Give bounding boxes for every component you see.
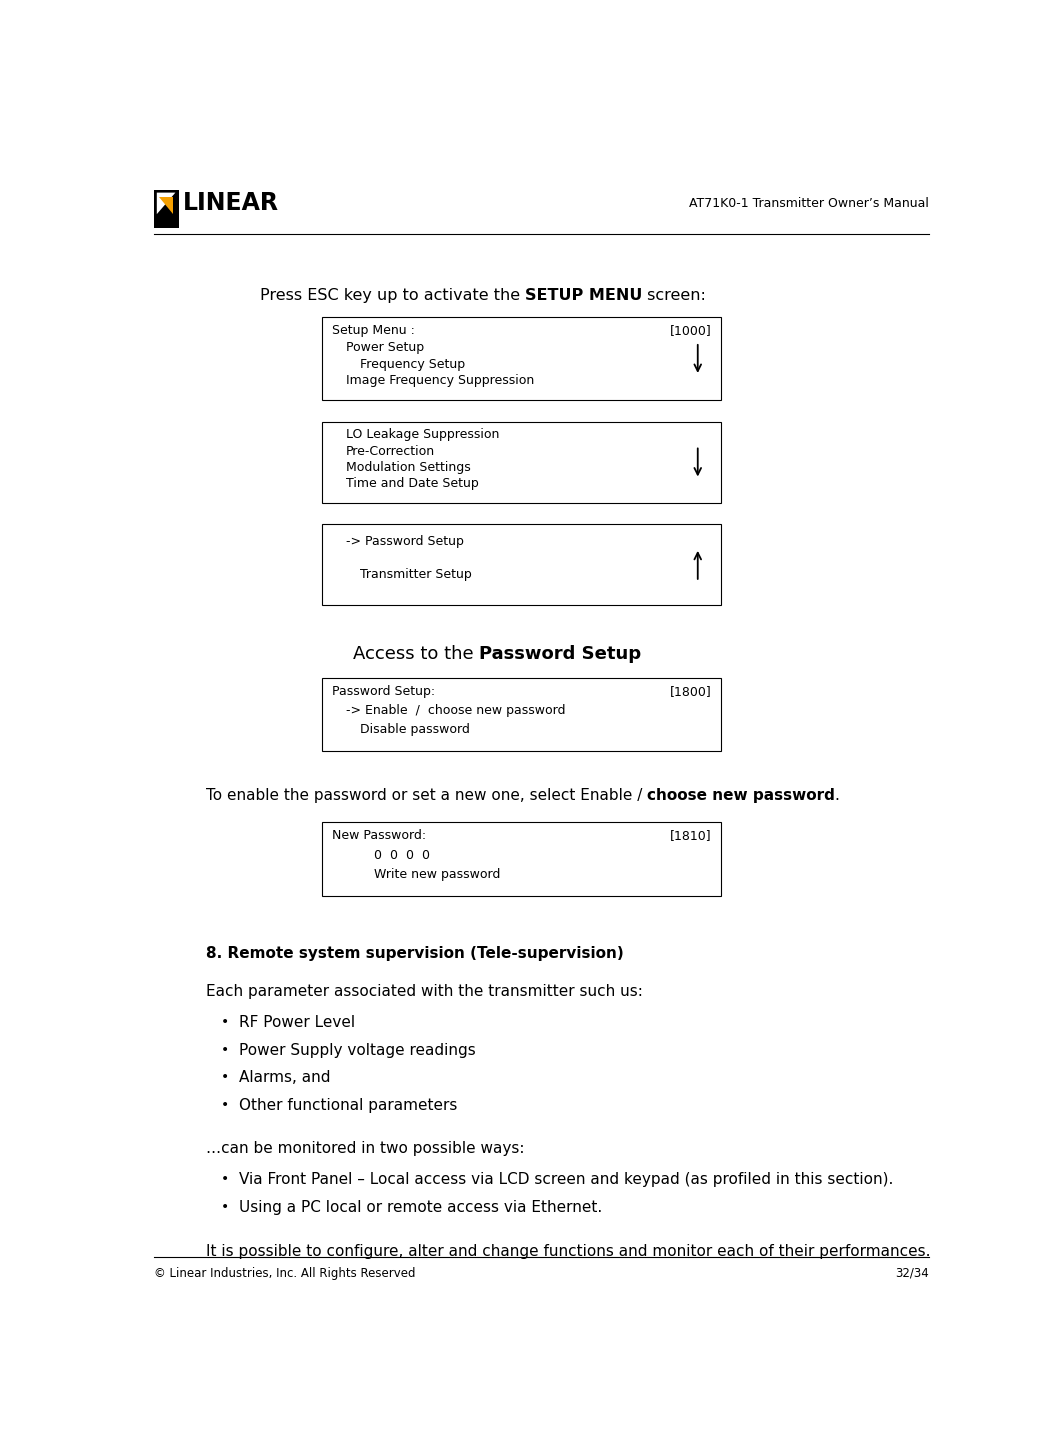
Bar — [322, 318, 721, 400]
Bar — [322, 422, 721, 503]
Text: •: • — [221, 1071, 229, 1084]
Text: 0  0  0  0: 0 0 0 0 — [374, 849, 430, 862]
Text: Each parameter associated with the transmitter such us:: Each parameter associated with the trans… — [206, 984, 642, 1000]
Text: Access to the: Access to the — [353, 646, 479, 663]
Text: [1800]: [1800] — [670, 685, 712, 698]
Text: Power Setup: Power Setup — [346, 341, 425, 354]
Text: Transmitter Setup: Transmitter Setup — [360, 569, 472, 582]
Text: Via Front Panel – Local access via LCD screen and keypad (as profiled in this se: Via Front Panel – Local access via LCD s… — [239, 1172, 893, 1187]
Text: New Password:: New Password: — [332, 830, 426, 843]
Text: -> Password Setup: -> Password Setup — [346, 535, 464, 548]
Text: LO Leakage Suppression: LO Leakage Suppression — [346, 428, 499, 441]
Text: [1810]: [1810] — [671, 830, 712, 843]
Text: Password Setup:: Password Setup: — [332, 685, 435, 698]
Polygon shape — [159, 197, 173, 215]
Text: •: • — [221, 1172, 229, 1185]
Polygon shape — [154, 190, 178, 228]
Text: Pre-Correction: Pre-Correction — [346, 444, 435, 457]
Text: © Linear Industries, Inc. All Rights Reserved: © Linear Industries, Inc. All Rights Res… — [154, 1267, 415, 1280]
Text: •: • — [221, 1043, 229, 1056]
Text: Modulation Settings: Modulation Settings — [346, 461, 471, 474]
Bar — [322, 823, 721, 895]
Text: 32/34: 32/34 — [894, 1267, 928, 1280]
Text: …can be monitored in two possible ways:: …can be monitored in two possible ways: — [206, 1142, 524, 1156]
Text: Using a PC local or remote access via Ethernet.: Using a PC local or remote access via Et… — [239, 1200, 602, 1214]
Text: screen:: screen: — [642, 289, 706, 303]
Text: To enable the password or set a new one, select Enable /: To enable the password or set a new one,… — [206, 788, 647, 802]
Text: [1000]: [1000] — [670, 324, 712, 337]
Text: Frequency Setup: Frequency Setup — [360, 357, 465, 370]
Text: •: • — [221, 1200, 229, 1213]
Text: 8. Remote system supervision (Tele-supervision): 8. Remote system supervision (Tele-super… — [206, 946, 623, 961]
Text: Power Supply voltage readings: Power Supply voltage readings — [239, 1043, 475, 1058]
Text: •: • — [221, 1014, 229, 1029]
Text: choose new password: choose new password — [647, 788, 834, 802]
Text: -> Enable  /  choose new password: -> Enable / choose new password — [346, 704, 565, 717]
Text: Other functional parameters: Other functional parameters — [239, 1098, 457, 1113]
Text: Press ESC key up to activate the: Press ESC key up to activate the — [260, 289, 525, 303]
Text: Write new password: Write new password — [374, 868, 501, 881]
Text: Setup Menu :: Setup Menu : — [332, 324, 415, 337]
Bar — [322, 524, 721, 605]
Text: It is possible to configure, alter and change functions and monitor each of thei: It is possible to configure, alter and c… — [206, 1245, 930, 1259]
Text: Image Frequency Suppression: Image Frequency Suppression — [346, 374, 534, 387]
Text: Alarms, and: Alarms, and — [239, 1071, 331, 1085]
Text: Disable password: Disable password — [360, 723, 470, 736]
Text: .: . — [834, 788, 840, 802]
Text: RF Power Level: RF Power Level — [239, 1014, 355, 1030]
Text: AT71K0-1 Transmitter Owner’s Manual: AT71K0-1 Transmitter Owner’s Manual — [689, 197, 928, 210]
Bar — [322, 678, 721, 750]
Polygon shape — [156, 193, 175, 215]
Text: Time and Date Setup: Time and Date Setup — [346, 477, 478, 490]
Text: •: • — [221, 1098, 229, 1111]
Text: SETUP MENU: SETUP MENU — [525, 289, 642, 303]
Text: LINEAR: LINEAR — [183, 192, 279, 215]
Text: Password Setup: Password Setup — [479, 646, 641, 663]
